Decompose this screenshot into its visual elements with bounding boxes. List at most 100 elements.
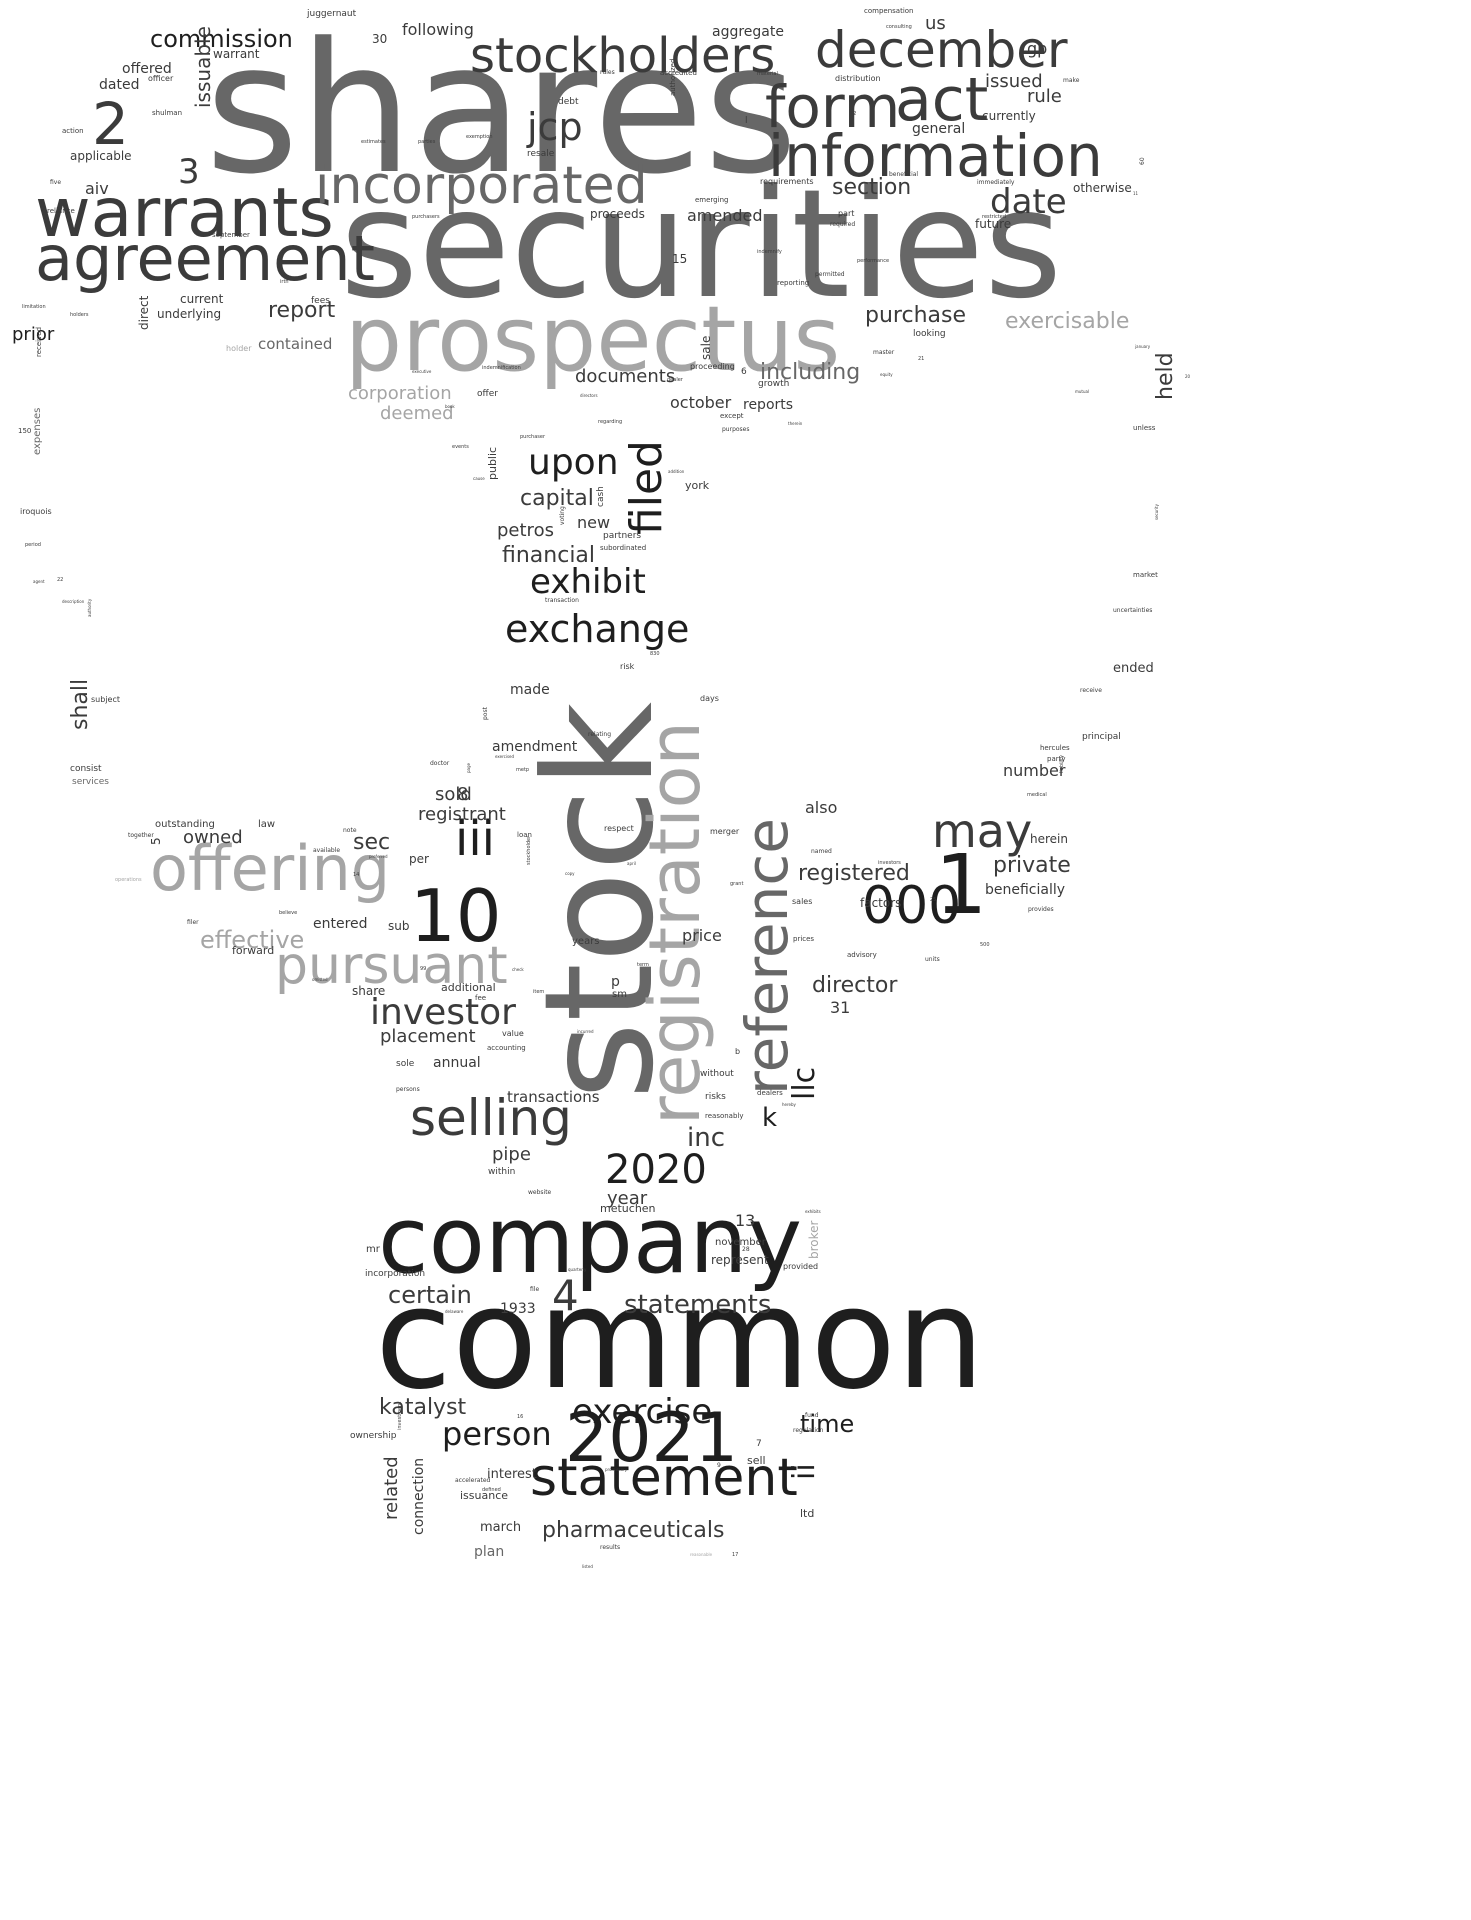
word-merger: merger [710, 827, 740, 836]
word-distribution: distribution [835, 74, 881, 83]
word-information: information [768, 122, 1103, 190]
word-reasonably: reasonably [705, 1112, 744, 1120]
word-consulting: consulting [886, 24, 912, 30]
word-unless: unless [1133, 424, 1156, 432]
word-n21: 21 [918, 356, 925, 362]
word-future: future [975, 217, 1012, 231]
word-october: october [670, 393, 732, 412]
word-pharmaceuticals: pharmaceuticals [542, 1518, 725, 1543]
word-n7: 7 [756, 1439, 762, 1449]
word-respect: respect [604, 824, 634, 833]
word-offered: offered [122, 61, 172, 77]
word-exhibit: exhibit [530, 562, 646, 602]
word-regulation: regulation [793, 1427, 824, 1434]
word-n8: 8 [457, 784, 469, 805]
word-sm: sm [612, 989, 627, 1000]
word-iii: iii [455, 811, 496, 867]
word-medical: medical [1027, 792, 1047, 798]
word-factors: factors [860, 896, 902, 910]
word-part: part [838, 209, 855, 218]
word-services: services [72, 777, 109, 787]
word-aggregate: aggregate [712, 24, 784, 40]
word-time: time [800, 1410, 855, 1438]
word-subject: subject [91, 695, 120, 704]
word-consist: consist [70, 764, 102, 774]
word-principal: principal [1082, 732, 1121, 742]
word-inc: inc [687, 1123, 725, 1153]
word-master: master [873, 349, 895, 356]
word-quarterly: quarterly [568, 1267, 587, 1272]
word-check: check [512, 967, 524, 972]
word-beneficial: beneficial [889, 171, 919, 178]
word-entered: entered [313, 916, 368, 932]
word-holder: holder [226, 344, 252, 353]
word-together: together [128, 832, 154, 839]
word-n30: 30 [372, 32, 388, 46]
word-description: description [62, 599, 85, 604]
word-n150: 150 [18, 427, 32, 435]
word-fund: fund [805, 1412, 819, 1419]
word-n1933: 1933 [500, 1301, 536, 1317]
word-prices: prices [793, 935, 815, 943]
word-n3: 3 [178, 152, 200, 192]
word-book: book [445, 404, 455, 409]
word-page: page [466, 763, 471, 773]
word-reporting: reporting [777, 279, 810, 287]
word-herein: herein [1030, 832, 1068, 846]
word-expenses: expenses [32, 407, 43, 455]
word-indemnification: indemnification [482, 365, 521, 371]
word-report: report [268, 298, 336, 323]
word-warrant: warrant [213, 47, 260, 61]
word-n9: 9 [717, 1462, 721, 1469]
word-security: security [1154, 504, 1159, 520]
word-required: required [830, 221, 856, 228]
word-sell: sell [747, 1454, 766, 1467]
word-private: private [993, 853, 1071, 878]
word-date: date [990, 182, 1067, 222]
word-units: units [925, 956, 940, 963]
word-n15: 15 [672, 252, 688, 266]
word-general: general [912, 121, 966, 137]
word-financial: financial [502, 543, 596, 568]
word-preferred: preferred [369, 854, 388, 859]
word-made: made [510, 682, 550, 698]
word-requirements: requirements [760, 177, 814, 186]
word-b: b [735, 1047, 741, 1056]
word-represent: represent [711, 1253, 769, 1267]
word-n11: 11 [1133, 191, 1139, 196]
word-beneficially: beneficially [985, 882, 1066, 898]
word-section: section [832, 175, 912, 200]
word-certain: certain [388, 1281, 472, 1309]
word-form: form [765, 73, 901, 141]
word-purchaser: purchaser [520, 434, 546, 440]
word-growth: growth [758, 379, 790, 389]
word-directors: directors [580, 393, 598, 398]
word-current: current [180, 292, 224, 306]
word-warrants: warrants [35, 174, 334, 253]
word-related: related [381, 1456, 402, 1520]
word-provides: provides [1028, 906, 1054, 913]
word-debt: debt [558, 97, 579, 107]
word-holders: holders [70, 312, 89, 318]
word-incurred: incurred [577, 1029, 594, 1034]
word-sub: sub [388, 919, 410, 933]
word-cash: cash [596, 486, 606, 507]
word-new: new [577, 513, 611, 532]
word-metuchen: metuchen [600, 1202, 656, 1215]
word-material: material [757, 71, 778, 77]
word-authorized: authorized [669, 58, 677, 96]
word-liability: liability [1059, 754, 1065, 773]
word-period: period [25, 542, 41, 548]
word-following: following [402, 20, 474, 39]
word-reasonable: reasonable [690, 1552, 713, 1557]
word-amended: amended [687, 206, 763, 225]
word-dealers: dealers [757, 1089, 783, 1097]
word-law: law [258, 819, 276, 830]
word-market: market [1133, 571, 1158, 579]
word-april: april [627, 861, 636, 866]
word-incorporation: incorporation [365, 1269, 426, 1279]
word-k: k [762, 1103, 778, 1133]
word-filer: filer [187, 919, 199, 926]
word-irth: irth [280, 279, 289, 285]
word-exhibits: exhibits [805, 1209, 821, 1214]
